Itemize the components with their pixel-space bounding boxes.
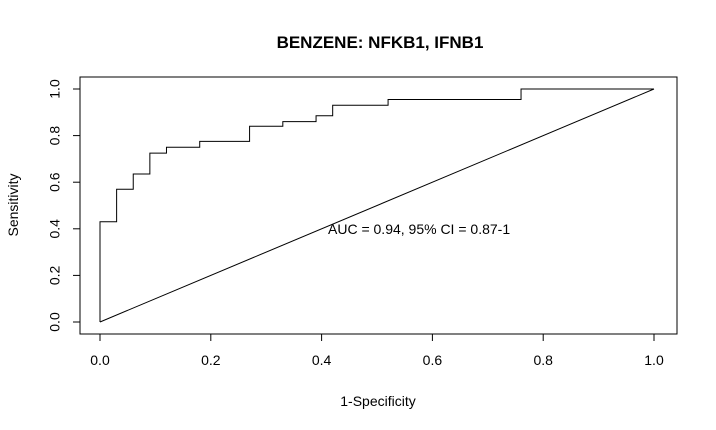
x-tick-label: 0.0 — [90, 352, 110, 368]
x-tick-label: 0.8 — [533, 352, 553, 368]
x-tick-label: 0.2 — [201, 352, 221, 368]
reference-diagonal — [99, 88, 655, 323]
x-axis-label: 1-Specificity — [340, 393, 415, 409]
y-tick-label: 0.2 — [47, 265, 63, 285]
x-tick-label: 0.6 — [423, 352, 443, 368]
y-tick-label: 1.0 — [47, 79, 63, 99]
roc-curve — [99, 88, 654, 322]
series-layer — [99, 88, 655, 323]
x-axis: 0.0 0.2 0.4 0.6 0.8 1.0 — [90, 333, 664, 368]
x-tick-label: 1.0 — [644, 352, 664, 368]
plot-frame — [79, 76, 678, 335]
y-axis-label: Sensitivity — [5, 173, 21, 236]
y-tick-label: 0.8 — [47, 126, 63, 146]
y-tick-label: 0.6 — [47, 172, 63, 192]
chart-title: BENZENE: NFKB1, IFNB1 — [277, 33, 484, 52]
y-tick-label: 0.0 — [47, 312, 63, 332]
y-tick-label: 0.4 — [47, 219, 63, 239]
auc-annotation: AUC = 0.94, 95% CI = 0.87-1 — [328, 221, 510, 237]
y-axis: 0.0 0.2 0.4 0.6 0.8 1.0 — [47, 79, 81, 332]
x-tick-label: 0.4 — [312, 352, 332, 368]
